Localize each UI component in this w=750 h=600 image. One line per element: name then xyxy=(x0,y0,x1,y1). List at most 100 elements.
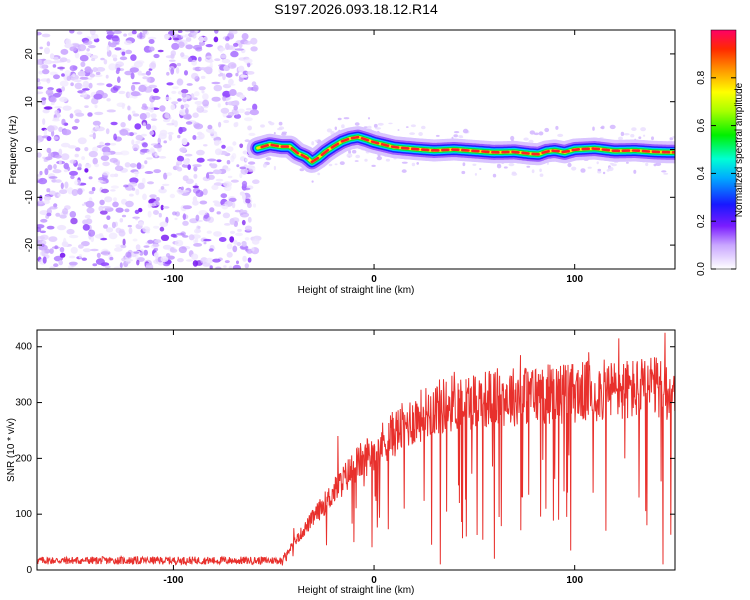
noise-speckle xyxy=(557,133,564,137)
noise-speckle xyxy=(196,104,202,109)
noise-speckle xyxy=(206,230,212,234)
noise-speckle xyxy=(38,177,48,185)
noise-speckle xyxy=(53,56,59,61)
x-tick-label: 100 xyxy=(566,575,583,586)
noise-speckle xyxy=(226,160,231,165)
noise-speckle xyxy=(69,234,79,239)
noise-speckle xyxy=(153,225,160,229)
noise-speckle xyxy=(252,203,257,208)
noise-speckle xyxy=(127,224,132,228)
noise-speckle xyxy=(37,236,45,240)
noise-speckle xyxy=(239,212,250,218)
noise-speckle xyxy=(195,30,199,33)
noise-speckle xyxy=(508,162,515,167)
noise-speckle xyxy=(472,163,477,166)
noise-speckle xyxy=(197,225,201,229)
noise-speckle xyxy=(127,114,132,121)
noise-speckle xyxy=(661,170,667,173)
noise-speckle xyxy=(46,136,52,142)
noise-speckle xyxy=(186,259,193,262)
snr-frame xyxy=(36,329,676,571)
noise-speckle xyxy=(151,125,157,132)
noise-speckle xyxy=(37,59,43,65)
noise-speckle xyxy=(37,80,41,86)
noise-speckle xyxy=(78,163,82,169)
noise-speckle xyxy=(138,221,145,226)
noise-speckle xyxy=(84,105,89,108)
noise-speckle xyxy=(59,214,67,219)
noise-speckle xyxy=(620,131,625,137)
noise-speckle xyxy=(111,221,116,229)
noise-speckle xyxy=(409,132,415,136)
noise-speckle xyxy=(76,31,83,35)
noise-speckle xyxy=(411,162,416,167)
noise-speckle xyxy=(213,36,219,43)
noise-speckle xyxy=(397,129,400,131)
noise-speckle xyxy=(247,257,252,263)
x-tick-label: 100 xyxy=(566,274,583,285)
noise-speckle xyxy=(105,227,114,233)
noise-speckle xyxy=(77,70,86,77)
noise-speckle xyxy=(128,227,133,235)
noise-speckle xyxy=(100,248,110,256)
noise-speckle xyxy=(218,121,222,128)
noise-speckle xyxy=(211,81,221,85)
noise-speckle xyxy=(220,193,228,199)
noise-speckle xyxy=(239,143,244,149)
noise-speckle xyxy=(176,160,183,166)
noise-speckle xyxy=(46,78,51,84)
noise-speckle xyxy=(221,144,226,149)
noise-speckle xyxy=(157,49,164,53)
noise-speckle xyxy=(79,54,89,62)
noise-speckle xyxy=(172,211,177,216)
noise-speckle xyxy=(58,260,63,266)
y-tick-label: 400 xyxy=(15,342,32,353)
noise-speckle xyxy=(147,210,152,218)
noise-speckle xyxy=(138,84,147,93)
noise-speckle xyxy=(170,233,177,238)
noise-speckle xyxy=(168,59,176,62)
noise-speckle xyxy=(46,147,52,154)
noise-speckle xyxy=(544,127,550,133)
noise-speckle xyxy=(185,37,192,42)
noise-speckle xyxy=(50,96,57,103)
signal-peak xyxy=(270,143,280,148)
noise-speckle xyxy=(195,229,202,233)
noise-speckle xyxy=(209,207,215,213)
noise-speckle xyxy=(223,119,230,124)
noise-speckle xyxy=(56,88,63,93)
noise-speckle xyxy=(371,164,376,167)
noise-speckle xyxy=(251,247,255,252)
noise-speckle xyxy=(184,153,193,157)
noise-speckle xyxy=(125,251,132,258)
noise-speckle xyxy=(236,260,239,265)
noise-speckle xyxy=(192,135,197,140)
noise-speckle xyxy=(159,156,167,159)
noise-speckle xyxy=(41,33,51,38)
noise-speckle xyxy=(91,58,96,62)
noise-speckle xyxy=(233,239,238,245)
noise-speckle xyxy=(192,200,199,206)
noise-speckle xyxy=(59,80,69,87)
noise-speckle xyxy=(135,216,139,221)
noise-speckle xyxy=(173,120,178,128)
noise-speckle xyxy=(49,266,56,269)
signal-peak xyxy=(541,149,550,155)
noise-speckle xyxy=(247,125,253,131)
noise-speckle xyxy=(235,72,239,77)
noise-speckle xyxy=(105,128,110,135)
noise-speckle xyxy=(106,109,117,113)
noise-speckle xyxy=(106,83,113,88)
noise-speckle xyxy=(185,121,193,125)
signal-peak xyxy=(561,149,571,154)
noise-speckle xyxy=(88,229,96,237)
noise-speckle xyxy=(182,213,186,221)
noise-speckle xyxy=(461,170,466,175)
noise-speckle xyxy=(116,67,121,72)
noise-speckle xyxy=(479,168,482,170)
noise-speckle xyxy=(141,133,147,137)
y-tick-label: -20 xyxy=(24,237,35,252)
noise-speckle xyxy=(198,86,206,91)
noise-speckle xyxy=(44,168,49,176)
noise-speckle xyxy=(92,157,98,165)
